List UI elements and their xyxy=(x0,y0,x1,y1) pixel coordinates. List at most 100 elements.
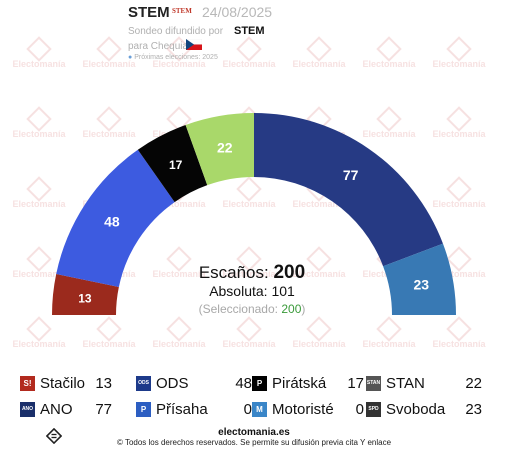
party-logo-icon: ODS xyxy=(136,376,151,391)
watermark-tile: Electomanía xyxy=(74,106,144,139)
legend-party-seats: 77 xyxy=(95,401,112,418)
selected-line: (Seleccionado: 200) xyxy=(150,302,354,316)
segment-label-ods: 48 xyxy=(104,214,120,230)
seats-total-line: Escaños: 200 xyxy=(150,262,354,284)
country-label: para Chequia xyxy=(128,41,189,52)
watermark-tile: Electomanía xyxy=(424,176,494,209)
legend-item-pirátská: P Pirátská 17 xyxy=(252,374,372,394)
watermark-tile: Electomanía xyxy=(424,106,494,139)
watermark-tile: Electomanía xyxy=(214,176,284,209)
hemicycle-segment-svoboda xyxy=(383,243,456,315)
hemicycle-segment-ods xyxy=(56,149,175,288)
party-logo-icon: ANO xyxy=(20,402,35,417)
watermark-text: Electomanía xyxy=(12,59,66,69)
watermark-text: Electomanía xyxy=(362,129,416,139)
legend-party-name: STAN xyxy=(386,375,425,392)
czech-flag-icon xyxy=(186,39,202,50)
watermark-tile: Electomanía xyxy=(284,246,354,279)
watermark-tile: Electomanía xyxy=(354,316,424,349)
legend-item-ano: ANO ANO 77 xyxy=(20,400,140,420)
party-logo-icon: S! xyxy=(20,376,35,391)
legend-party-name: Svoboda xyxy=(386,401,446,418)
hemicycle-segment-stan xyxy=(185,113,254,186)
hemicycle-segment-pirátská xyxy=(137,124,208,203)
watermark-text: Electomanía xyxy=(222,269,276,279)
watermark-text: Electomanía xyxy=(292,59,346,69)
hemicycle-segment-ano xyxy=(254,113,443,267)
pollster-logo: STEM xyxy=(172,7,192,15)
segment-label-ano: 77 xyxy=(343,167,359,183)
watermark-text: Electomanía xyxy=(432,339,486,349)
legend-party-name: Pirátská xyxy=(272,375,327,392)
selected-close: ) xyxy=(301,302,306,316)
selected-label: (Seleccionado: xyxy=(198,302,278,316)
legend-party-seats: 13 xyxy=(95,375,112,392)
watermark-tile: Electomanía xyxy=(144,246,214,279)
watermark-text: Electomanía xyxy=(432,199,486,209)
watermark-text: Electomanía xyxy=(12,199,66,209)
segment-label-svoboda: 23 xyxy=(413,276,429,292)
diffused-by-label: Sondeo difundido por xyxy=(128,26,224,37)
legend-party-seats: 48 xyxy=(235,375,252,392)
watermark-tile: Electomanía xyxy=(144,316,214,349)
watermark-tile: Electomanía xyxy=(284,316,354,349)
watermark-tile: Electomanía xyxy=(144,176,214,209)
legend-item-svoboda: SPD Svoboda 23 xyxy=(366,400,486,420)
watermark-tile: Electomanía xyxy=(214,246,284,279)
segment-label-stan: 22 xyxy=(217,140,233,156)
legend-party-name: Stačilo xyxy=(40,375,86,392)
legend-party-name: Přísaha xyxy=(156,401,208,418)
footer-copyright: © Todos los derechos reservados. Se perm… xyxy=(116,438,392,447)
majority-line: Absoluta: 101 xyxy=(150,283,354,299)
legend-item-stačilo: S! Stačilo 13 xyxy=(20,374,140,394)
watermark-tile: Electomanía xyxy=(74,36,144,69)
legend-item-motoristé: M Motoristé 0 xyxy=(252,400,372,420)
next-elections-text: Próximas elecciones: 2025 xyxy=(134,54,218,61)
watermark-text: Electomanía xyxy=(152,269,206,279)
watermark-tile: Electomanía xyxy=(4,176,74,209)
watermark-tile: Electomanía xyxy=(74,316,144,349)
hemicycle-segment-stačilo xyxy=(52,274,119,315)
watermark-tile: Electomanía xyxy=(354,36,424,69)
watermark-text: Electomanía xyxy=(12,339,66,349)
absolute-value: 101 xyxy=(271,283,295,299)
watermark-tile: Electomanía xyxy=(144,36,214,69)
seats-label: Escaños: xyxy=(198,263,269,282)
watermark-text: Electomanía xyxy=(432,129,486,139)
diffused-media: STEM xyxy=(234,25,265,37)
watermark-tile: Electomanía xyxy=(214,316,284,349)
info-dot-icon: ● xyxy=(128,54,135,61)
watermark-text: Electomanía xyxy=(292,339,346,349)
watermark-tile: Electomanía xyxy=(4,36,74,69)
legend-item-stan: STAN STAN 22 xyxy=(366,374,486,394)
watermark-text: Electomanía xyxy=(292,269,346,279)
watermark-tile: Electomanía xyxy=(4,246,74,279)
watermark-text: Electomanía xyxy=(292,199,346,209)
watermark-tile: Electomanía xyxy=(4,316,74,349)
legend-party-seats: 17 xyxy=(347,375,364,392)
pollster-name: STEM xyxy=(128,4,170,21)
absolute-label: Absoluta: xyxy=(209,283,268,299)
next-elections: ● Próximas elecciones: 2025 xyxy=(128,54,218,61)
watermark-tile: Electomanía xyxy=(284,176,354,209)
legend-item-ods: ODS ODS 48 xyxy=(136,374,256,394)
legend-party-seats: 22 xyxy=(465,375,482,392)
segment-label-stačilo: 13 xyxy=(78,292,92,306)
legend-party-name: ANO xyxy=(40,401,73,418)
segment-label-pirátská: 17 xyxy=(169,158,183,172)
watermark-tile: Electomanía xyxy=(4,106,74,139)
party-legend: S! Stačilo 13 ODS ODS 48 P Pirátská 17 STAN STAN 22… xyxy=(0,374,508,420)
watermark-text: Electomanía xyxy=(222,199,276,209)
party-logo-icon: SPD xyxy=(366,402,381,417)
watermark-tile: Electomanía xyxy=(424,316,494,349)
watermark-tile: Electomanía xyxy=(354,106,424,139)
watermark-text: Electomanía xyxy=(82,339,136,349)
watermark-text: Electomanía xyxy=(152,339,206,349)
watermark-text: Electomanía xyxy=(432,269,486,279)
legend-party-name: Motoristé xyxy=(272,401,334,418)
watermark-tile: Electomanía xyxy=(214,36,284,69)
party-logo-icon: P xyxy=(252,376,267,391)
legend-party-seats: 23 xyxy=(465,401,482,418)
poll-date: 24/08/2025 xyxy=(202,4,273,20)
